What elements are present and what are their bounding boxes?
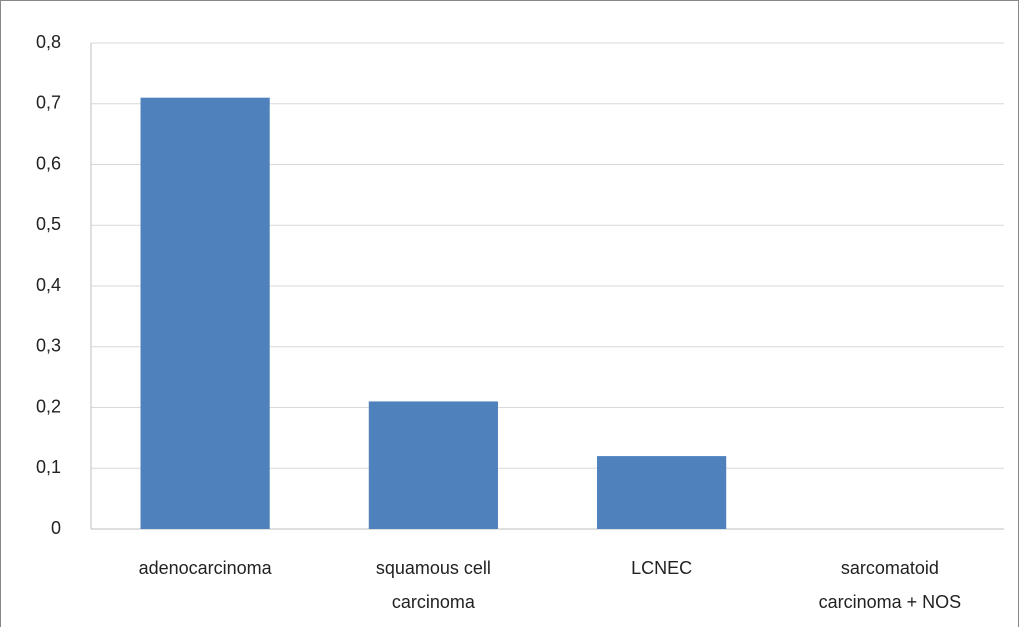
bar (368, 401, 498, 529)
y-tick-label: 0,2 (36, 396, 61, 416)
bar (597, 456, 727, 529)
y-tick-label: 0,6 (36, 153, 61, 173)
y-tick-label: 0,8 (36, 32, 61, 52)
bar (140, 97, 270, 530)
x-tick-label: LCNEC (631, 558, 693, 578)
y-tick-label: 0 (51, 518, 61, 538)
x-tick-label: adenocarcinoma (138, 558, 272, 578)
y-tick-label: 0,7 (36, 93, 61, 113)
y-tick-label: 0,1 (36, 457, 61, 477)
y-tick-label: 0,5 (36, 214, 61, 234)
x-tick-label: squamous cell carcinoma (375, 558, 491, 612)
x-tick-label: sarcomatoid carcinoma + NOS (818, 558, 962, 612)
y-tick-label: 0,4 (36, 275, 61, 295)
y-tick-label: 0,3 (36, 336, 61, 356)
